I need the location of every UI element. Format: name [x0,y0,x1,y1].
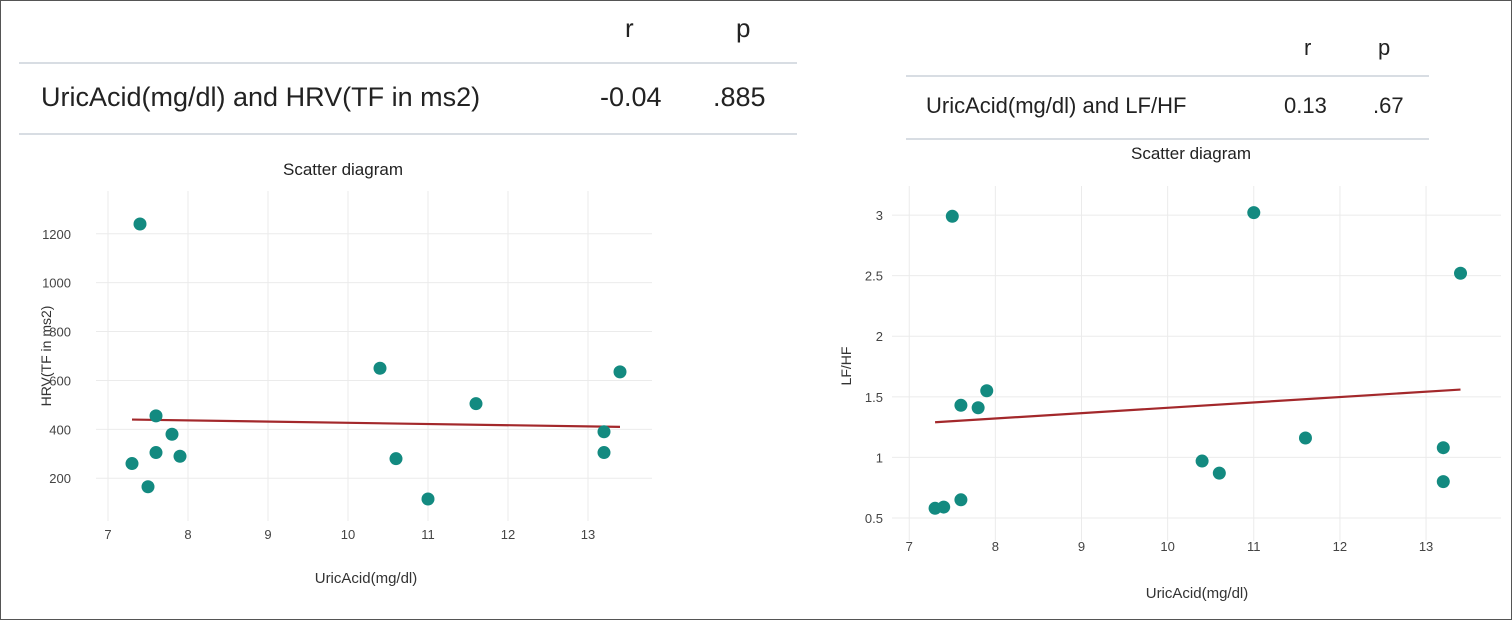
x-tick-label: 7 [906,539,913,554]
data-point [469,397,483,411]
data-point [1454,266,1468,280]
table1-row-label: UricAcid(mg/dl) and HRV(TF in ms2) [41,82,481,112]
y-tick-label: 1200 [42,227,71,242]
data-point [173,449,187,463]
y-tick-label: 2.5 [865,269,883,284]
x-axis-label: UricAcid(mg/dl) [1146,585,1249,602]
y-tick-label: 400 [49,422,71,437]
table1-header-p: p [736,13,751,43]
y-tick-label: 600 [49,373,71,388]
x-tick-label: 8 [184,527,191,542]
table1-header-r: r [625,13,634,43]
data-point [1298,431,1312,445]
table1-bottom-rule [19,133,797,135]
x-tick-label: 13 [1419,539,1433,554]
data-point [149,446,163,460]
table1-row-p: .885 [713,82,766,112]
data-point [149,409,163,423]
y-tick-label: 2 [876,329,883,344]
data-point [971,401,985,415]
grid [892,186,1501,541]
trend-line [131,418,621,428]
x-tick-label: 12 [1333,539,1347,554]
data-point [1195,454,1209,468]
table2-row-p: .67 [1373,93,1404,118]
table2-row-label: UricAcid(mg/dl) and LF/HF [926,93,1187,118]
data-point [141,480,155,494]
y-tick-label: 1000 [42,276,71,291]
data-point [980,384,994,398]
data-point [1436,475,1450,489]
table2-top-rule [906,75,1429,77]
data-point [945,209,959,223]
data-point [613,365,627,379]
data-point [165,427,179,441]
x-tick-label: 11 [1247,539,1261,554]
chart-title: Scatter diagram [1131,144,1251,163]
x-axis-label: UricAcid(mg/dl) [315,570,418,587]
chart-lfhf: Scatter diagram UricAcid(mg/dl) LF/HF 7 8… [838,144,1501,602]
table1-row-r: -0.04 [600,82,662,112]
data-point [597,446,611,460]
x-tick-label: 8 [992,539,999,554]
table2-header-r: r [1304,35,1312,60]
x-tick-label: 10 [341,527,355,542]
x-tick-label: 9 [1078,539,1085,554]
table2-bottom-rule [906,138,1429,140]
data-point [373,361,387,375]
trend-line [935,388,1461,424]
x-tick-label: 10 [1160,539,1174,554]
data-point [937,500,951,514]
y-tick-label: 1.5 [865,390,883,405]
y-tick-label: 1 [876,450,883,465]
table2-row-r: 0.13 [1284,93,1327,118]
data-point [389,452,403,466]
data-point [1212,466,1226,480]
data-point [597,425,611,439]
y-tick-label: 0.5 [865,511,883,526]
x-tick-label: 7 [104,527,111,542]
grid [96,191,652,521]
chart-hrv: Scatter diagram UricAcid(mg/dl) HRV(TF i… [38,160,652,587]
data-point [954,398,968,412]
x-tick-label: 9 [264,527,271,542]
chart-title: Scatter diagram [283,160,403,179]
data-point [421,492,435,506]
x-tick-label: 13 [581,527,595,542]
y-tick-label: 200 [49,471,71,486]
y-tick-label: 3 [876,208,883,223]
data-point [133,217,147,231]
data-point [125,457,139,471]
table1-top-rule [19,62,797,64]
y-axis-label: LF/HF [838,347,854,386]
table2-header-p: p [1378,35,1391,60]
data-point [1436,441,1450,455]
x-tick-label: 11 [421,527,435,542]
y-axis-label: HRV(TF in ms2) [38,306,54,407]
data-point [954,493,968,507]
y-tick-label: 800 [49,325,71,340]
data-point [1247,206,1261,220]
x-tick-label: 12 [501,527,515,542]
